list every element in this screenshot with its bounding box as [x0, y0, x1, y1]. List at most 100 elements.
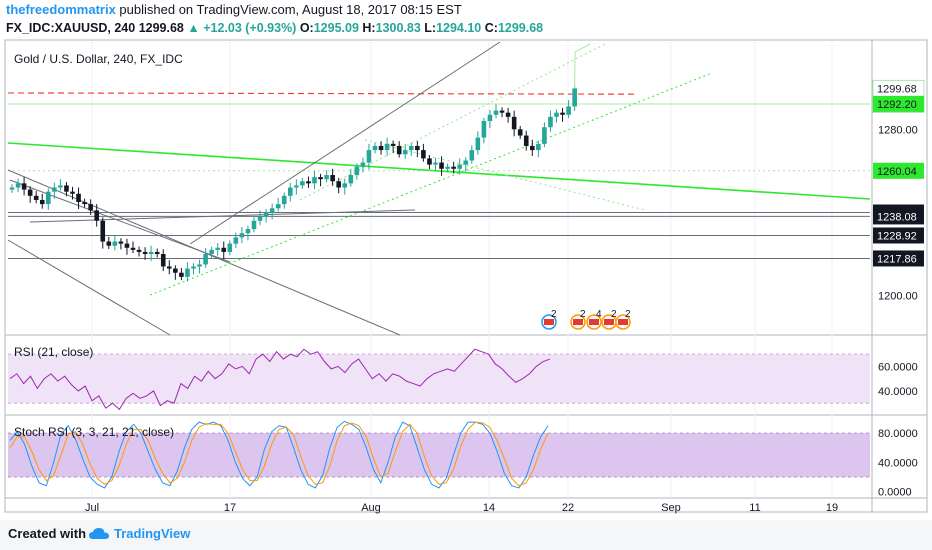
author-link[interactable]: thefreedommatrix — [6, 2, 116, 17]
candle-body-71 — [439, 162, 444, 169]
candle-body-64 — [396, 145, 402, 155]
dotted-channel-lower — [149, 72, 713, 296]
candle-body-86 — [530, 145, 535, 151]
candle-body-39 — [245, 229, 251, 234]
stoch-tick-1: 40.0000 — [878, 457, 918, 469]
candle-body-60 — [372, 145, 378, 151]
ohlc-header: FX_IDC:XAUUSD, 240 1299.68 ▲ +12.03 (+0.… — [6, 21, 543, 35]
candle-body-90 — [554, 112, 559, 117]
publish-info: thefreedommatrix published on TradingVie… — [6, 2, 462, 17]
event-flag-3: 2 — [601, 309, 617, 330]
candle-body-78 — [481, 120, 487, 138]
candle-body-52 — [324, 175, 329, 180]
candle-body-6 — [46, 191, 51, 205]
candle-body-77 — [475, 137, 481, 151]
green-trendline — [7, 142, 871, 200]
candle-body-24 — [154, 251, 160, 255]
time-tick-4: 22 — [562, 502, 574, 514]
time-tick-1: 17 — [224, 502, 236, 514]
candle-body-29 — [185, 268, 190, 277]
price-tick-0: 1200.00 — [878, 291, 918, 303]
down-channel-inner — [9, 179, 231, 263]
stoch-rsi-pane: 80.0000 40.0000 0.0000 — [8, 420, 918, 499]
stoch-pane-title: Stoch RSI (3, 3, 21, 21, close) — [14, 425, 174, 439]
candle-body-62 — [384, 143, 390, 151]
publish-text: published on TradingView.com, August 18,… — [115, 2, 462, 17]
high-value: 1300.83 — [375, 21, 421, 35]
candle-body-91 — [560, 112, 565, 115]
candle-body-2 — [21, 183, 27, 190]
candle-body-82 — [505, 112, 511, 117]
flag-stripe-3 — [604, 319, 614, 325]
candle-body-51 — [318, 177, 323, 180]
channel-upper-line — [189, 41, 501, 245]
time-tick-7: 19 — [826, 502, 838, 514]
price-label-0: 1299.68 — [872, 79, 925, 97]
candle-body-45 — [281, 195, 287, 205]
candle-body-31 — [197, 264, 202, 267]
candle-body-28 — [179, 272, 184, 277]
trendline-drawings — [7, 41, 871, 336]
chart-canvas[interactable]: 60.0000 40.0000 80.0000 40.0000 0.0000 Jul 1… — [0, 0, 932, 520]
candle-body-0 — [9, 187, 15, 190]
candle-body-57 — [354, 166, 360, 176]
tradingview-brand: TradingView — [114, 526, 191, 541]
candle-body-88 — [542, 127, 547, 144]
candle-body-89 — [548, 116, 553, 128]
up-arrow-icon: ▲ — [187, 21, 200, 35]
candle-body-1 — [15, 183, 21, 188]
candle-body-59 — [366, 150, 372, 163]
rsi-tick-1: 40.0000 — [878, 386, 918, 398]
candle-body-75 — [463, 160, 469, 165]
dotted-flag-line — [364, 139, 646, 211]
candle-body-18 — [118, 241, 124, 244]
cloud-icon — [89, 528, 109, 539]
price-label-bg-2 — [873, 95, 924, 112]
candle-body-42 — [263, 212, 269, 217]
candle-body-83 — [511, 116, 517, 130]
price-label-2: 1292.20 — [873, 95, 924, 112]
stoch-tick-2: 0.0000 — [878, 487, 912, 499]
red-dashed-level — [7, 92, 636, 95]
candle-body-33 — [209, 249, 214, 255]
tradingview-logo-link[interactable]: TradingView — [88, 526, 190, 541]
candle-body-9 — [64, 185, 69, 192]
rsi-pane: 60.0000 40.0000 — [8, 348, 918, 411]
chart-frame — [4, 39, 928, 513]
event-flag-1: 2 — [570, 309, 586, 330]
candle-body-84 — [517, 129, 523, 136]
candle-body-48 — [300, 181, 305, 186]
time-tick-2: Aug — [361, 502, 381, 514]
flag-count-0: 2 — [551, 309, 557, 320]
candle-body-73 — [451, 166, 456, 169]
candle-body-25 — [160, 254, 166, 267]
price-label-text-3: 1260.04 — [877, 166, 917, 178]
candle-body-47 — [294, 185, 299, 188]
price-tick-1: 1280.00 — [878, 124, 918, 136]
candle-body-53 — [330, 175, 335, 182]
candle-body-38 — [239, 233, 245, 238]
candle-body-11 — [76, 193, 81, 203]
price-label-text-6: 1228.92 — [877, 230, 917, 242]
candle-body-55 — [342, 183, 348, 188]
flag-stripe-2 — [589, 319, 599, 325]
dotted-channel-upper — [299, 43, 606, 201]
flag-stripe-1 — [573, 319, 583, 325]
candle-body-68 — [421, 150, 426, 159]
candle-body-85 — [523, 135, 529, 146]
price-axis: 1200.001280.001299.6844:151292.201260.04… — [872, 79, 925, 303]
candle-body-43 — [269, 208, 275, 213]
candle-body-21 — [136, 249, 142, 252]
candle-body-54 — [336, 181, 341, 188]
open-label: O: — [299, 21, 314, 35]
candle-body-12 — [82, 202, 87, 205]
candle-body-17 — [112, 241, 118, 246]
candle-body-27 — [173, 268, 178, 273]
candle-body-8 — [58, 185, 63, 188]
grid — [91, 42, 833, 498]
flag-count-2: 4 — [596, 309, 602, 320]
candle-body-72 — [445, 166, 450, 169]
candle-body-26 — [167, 266, 172, 269]
candle-body-35 — [221, 247, 227, 252]
